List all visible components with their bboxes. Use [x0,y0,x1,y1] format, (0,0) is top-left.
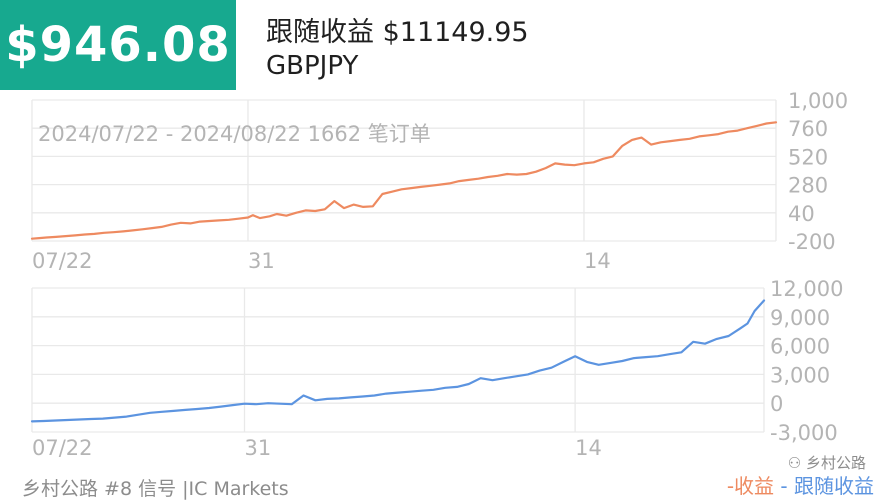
y-tick-label: 280 [788,174,828,198]
profit-badge: $946.08 [0,0,236,90]
x-tick-label: 07/22 [32,249,93,273]
legend: -收益 - 跟随收益 [727,470,874,499]
signal-source-label: 乡村公路 #8 信号 |IC Markets [22,478,289,500]
y-tick-label: 0 [770,392,783,416]
series-line [30,121,778,240]
x-tick-label: 31 [248,249,275,273]
follow-profit-title: 跟随收益 $11149.95 [266,17,529,48]
x-tick-label: 07/22 [32,436,93,460]
x-tick-label: 14 [584,249,611,273]
legend-follow-profit: - 跟随收益 [780,474,874,498]
y-tick-label: 6,000 [770,335,830,359]
follow-profit-chart: 12,000 9,000 6,000 3,000 0 -3,000 07/22 31 14 [30,277,843,460]
y-tick-label: 760 [788,117,828,141]
x-tick-label: 31 [245,436,272,460]
series-line [30,299,766,423]
profit-chart: 1,000 760 520 280 40 -200 07/22 31 14 [30,89,848,273]
watermark: ⚇ 乡村公路 [788,452,866,473]
wechat-icon: ⚇ [787,454,806,472]
y-tick-label: 40 [788,202,815,226]
x-tick-label: 14 [575,436,602,460]
y-tick-label: 12,000 [770,277,843,301]
watermark-text: 乡村公路 [805,454,866,472]
legend-profit: -收益 [726,474,775,498]
y-tick-label: -200 [788,230,836,254]
symbol-label: GBPJPY [266,51,359,81]
y-tick-label: 520 [788,145,828,169]
y-tick-label: -3,000 [770,421,838,445]
y-tick-label: 3,000 [770,363,830,387]
y-tick-label: 9,000 [770,306,830,330]
date-range-orders: 2024/07/22 - 2024/08/22 1662 笔订单 [38,122,431,146]
y-tick-label: 1,000 [788,89,848,113]
